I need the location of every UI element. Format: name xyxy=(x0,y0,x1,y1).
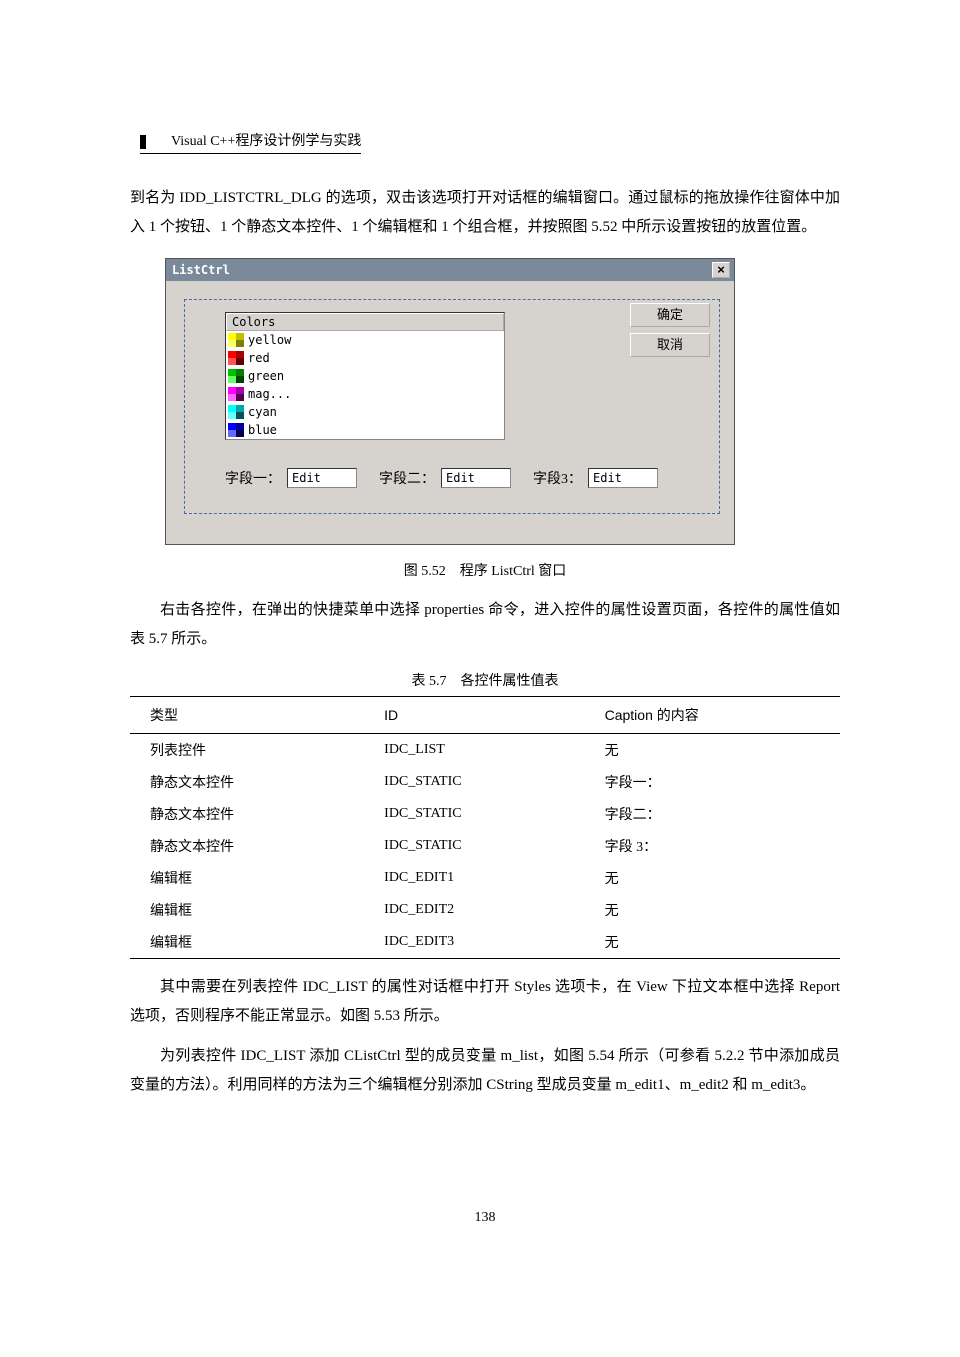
dialog-title: ListCtrl xyxy=(172,259,230,281)
list-item-label: blue xyxy=(248,423,277,437)
table-cell: IDC_EDIT1 xyxy=(364,862,584,894)
table-cell: IDC_LIST xyxy=(364,734,584,767)
table-row: 静态文本控件IDC_STATIC字段二： xyxy=(130,798,840,830)
paragraph-4: 为列表控件 IDC_LIST 添加 CListCtrl 型的成员变量 m_lis… xyxy=(130,1042,840,1101)
listctrl-dialog: ListCtrl × 确定 取消 Colors yellowredgreenma… xyxy=(165,258,735,545)
list-item[interactable]: cyan xyxy=(226,403,504,421)
color-chip-icon xyxy=(228,351,244,365)
table-cell: 静态文本控件 xyxy=(130,798,364,830)
figure-caption-5-52: 图 5.52 程序 ListCtrl 窗口 xyxy=(130,560,840,580)
edit-field-1[interactable]: Edit xyxy=(287,468,357,488)
list-item[interactable]: blue xyxy=(226,421,504,439)
list-item[interactable]: yellow xyxy=(226,331,504,349)
table-cell: 字段二： xyxy=(585,798,840,830)
table-header-cell: 类型 xyxy=(130,697,364,734)
color-chip-icon xyxy=(228,405,244,419)
table-row: 静态文本控件IDC_STATIC字段 3： xyxy=(130,830,840,862)
table-cell: 字段 3： xyxy=(585,830,840,862)
edit-field-2[interactable]: Edit xyxy=(441,468,511,488)
list-item-label: green xyxy=(248,369,284,383)
color-chip-icon xyxy=(228,387,244,401)
list-item-label: cyan xyxy=(248,405,277,419)
table-row: 编辑框IDC_EDIT3无 xyxy=(130,926,840,959)
color-chip-icon xyxy=(228,369,244,383)
table-cell: 列表控件 xyxy=(130,734,364,767)
table-cell: 编辑框 xyxy=(130,926,364,959)
table-header-cell: Caption 的内容 xyxy=(585,697,840,734)
table-cell: IDC_EDIT3 xyxy=(364,926,584,959)
table-row: 编辑框IDC_EDIT2无 xyxy=(130,894,840,926)
table-row: 列表控件IDC_LIST无 xyxy=(130,734,840,767)
book-header: Visual C++程序设计例学与实践 xyxy=(140,130,361,154)
list-column-header: Colors xyxy=(226,313,504,331)
table-cell: IDC_EDIT2 xyxy=(364,894,584,926)
table-cell: 无 xyxy=(585,926,840,959)
table-cell: 字段一： xyxy=(585,766,840,798)
table-cell: IDC_STATIC xyxy=(364,830,584,862)
table-header-cell: ID xyxy=(364,697,584,734)
table-caption-5-7: 表 5.7 各控件属性值表 xyxy=(130,670,840,690)
page-number: 138 xyxy=(130,1210,840,1226)
list-item[interactable]: mag... xyxy=(226,385,504,403)
color-chip-icon xyxy=(228,423,244,437)
table-cell: 编辑框 xyxy=(130,862,364,894)
table-cell: 无 xyxy=(585,734,840,767)
list-item-label: yellow xyxy=(248,333,291,347)
list-item[interactable]: red xyxy=(226,349,504,367)
table-row: 静态文本控件IDC_STATIC字段一： xyxy=(130,766,840,798)
table-row: 编辑框IDC_EDIT1无 xyxy=(130,862,840,894)
list-item-label: red xyxy=(248,351,270,365)
table-cell: 编辑框 xyxy=(130,894,364,926)
table-cell: 无 xyxy=(585,862,840,894)
table-cell: IDC_STATIC xyxy=(364,766,584,798)
field-label: 字段一： xyxy=(225,468,281,488)
paragraph-2: 右击各控件，在弹出的快捷菜单中选择 properties 命令，进入控件的属性设… xyxy=(130,596,840,655)
list-item-label: mag... xyxy=(248,387,291,401)
dialog-titlebar: ListCtrl × xyxy=(166,259,734,281)
close-icon[interactable]: × xyxy=(712,262,730,278)
list-item[interactable]: green xyxy=(226,367,504,385)
edit-field-3[interactable]: Edit xyxy=(588,468,658,488)
table-cell: 静态文本控件 xyxy=(130,766,364,798)
book-title: Visual C++程序设计例学与实践 xyxy=(171,134,361,149)
color-chip-icon xyxy=(228,333,244,347)
dialog-inner-frame: Colors yellow red green mag... cyan blue 字段一：… xyxy=(184,299,720,514)
field-label: 字段3： xyxy=(533,468,582,488)
colors-listctrl[interactable]: Colors yellow red green mag... cyan blue xyxy=(225,312,505,440)
table-cell: 无 xyxy=(585,894,840,926)
table-cell: IDC_STATIC xyxy=(364,798,584,830)
paragraph-1: 到名为 IDD_LISTCTRL_DLG 的选项，双击该选项打开对话框的编辑窗口… xyxy=(130,184,840,243)
table-cell: 静态文本控件 xyxy=(130,830,364,862)
paragraph-3: 其中需要在列表控件 IDC_LIST 的属性对话框中打开 Styles 选项卡，… xyxy=(130,973,840,1032)
properties-table: 类型IDCaption 的内容 列表控件IDC_LIST无静态文本控件IDC_S… xyxy=(130,696,840,959)
field-label: 字段二： xyxy=(379,468,435,488)
